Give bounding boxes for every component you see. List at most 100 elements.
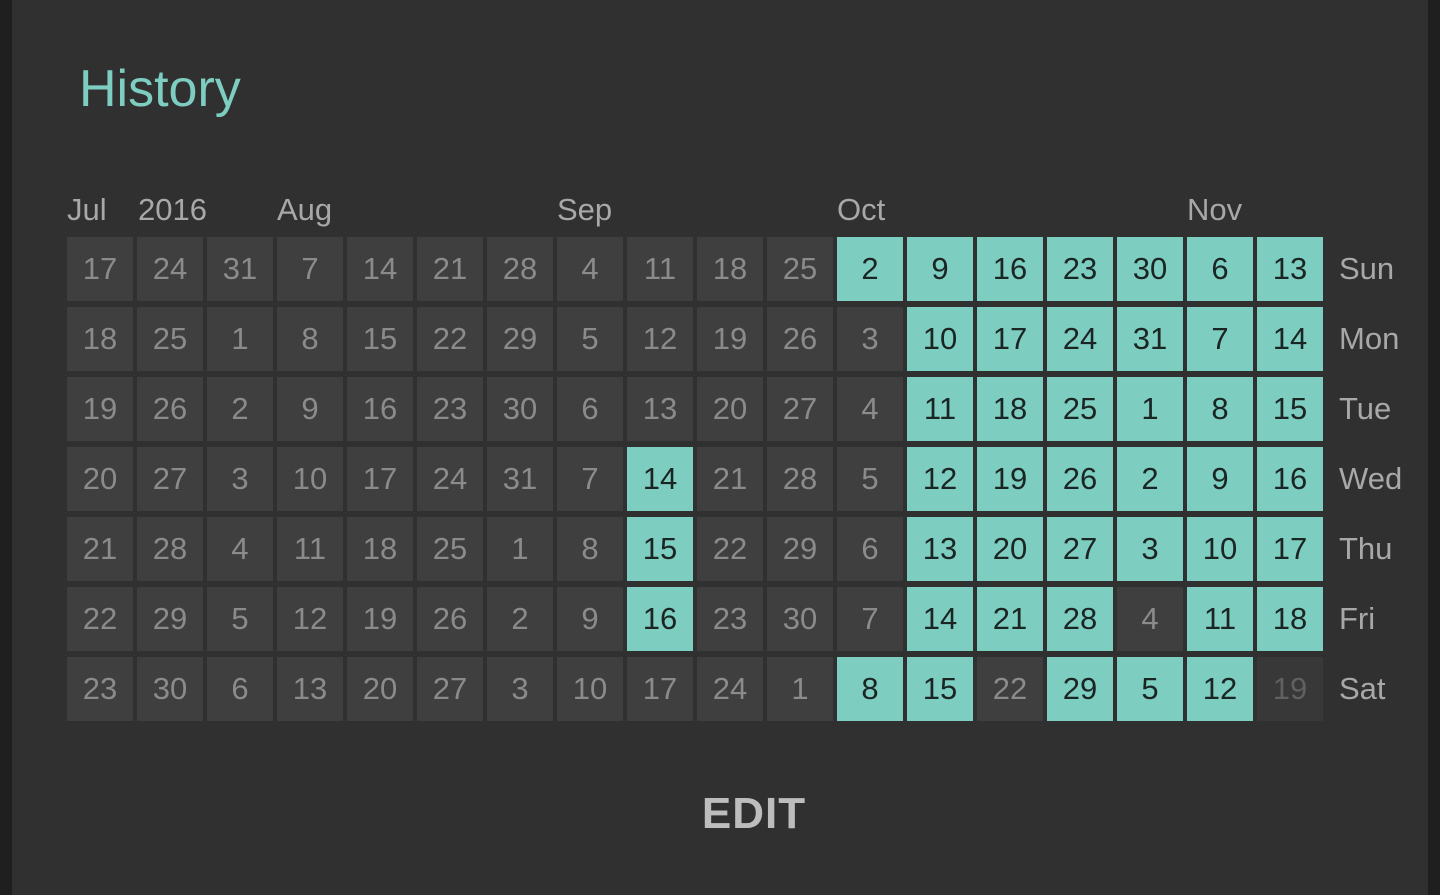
day-cell[interactable]: 18 — [347, 517, 413, 581]
day-cell[interactable]: 10 — [557, 657, 623, 721]
day-cell[interactable]: 14 — [347, 237, 413, 301]
day-cell[interactable]: 18 — [977, 377, 1043, 441]
day-cell[interactable]: 19 — [697, 307, 763, 371]
day-cell[interactable]: 8 — [1187, 377, 1253, 441]
day-cell[interactable]: 27 — [417, 657, 483, 721]
day-cell[interactable]: 17 — [1257, 517, 1323, 581]
day-cell[interactable]: 5 — [207, 587, 273, 651]
day-cell[interactable]: 27 — [1047, 517, 1113, 581]
day-cell[interactable]: 26 — [767, 307, 833, 371]
day-cell[interactable]: 30 — [767, 587, 833, 651]
day-cell[interactable]: 11 — [1187, 587, 1253, 651]
day-cell[interactable]: 24 — [417, 447, 483, 511]
day-cell[interactable]: 25 — [137, 307, 203, 371]
day-cell[interactable]: 15 — [1257, 377, 1323, 441]
day-cell[interactable]: 10 — [1187, 517, 1253, 581]
day-cell[interactable]: 23 — [1047, 237, 1113, 301]
day-cell[interactable]: 10 — [277, 447, 343, 511]
day-cell[interactable]: 13 — [1257, 237, 1323, 301]
day-cell[interactable]: 16 — [347, 377, 413, 441]
day-cell[interactable]: 11 — [277, 517, 343, 581]
day-cell[interactable]: 12 — [907, 447, 973, 511]
day-cell[interactable]: 5 — [557, 307, 623, 371]
day-cell[interactable]: 3 — [207, 447, 273, 511]
day-cell[interactable]: 13 — [277, 657, 343, 721]
day-cell[interactable]: 3 — [837, 307, 903, 371]
day-cell[interactable]: 2 — [837, 237, 903, 301]
day-cell[interactable]: 28 — [1047, 587, 1113, 651]
day-cell[interactable]: 20 — [697, 377, 763, 441]
day-cell[interactable]: 17 — [977, 307, 1043, 371]
day-cell[interactable]: 20 — [67, 447, 133, 511]
day-cell[interactable]: 26 — [137, 377, 203, 441]
day-cell[interactable]: 20 — [347, 657, 413, 721]
day-cell[interactable]: 28 — [137, 517, 203, 581]
day-cell[interactable]: 15 — [627, 517, 693, 581]
day-cell[interactable]: 23 — [67, 657, 133, 721]
day-cell[interactable]: 7 — [837, 587, 903, 651]
day-cell[interactable]: 4 — [1117, 587, 1183, 651]
day-cell[interactable]: 30 — [487, 377, 553, 441]
day-cell[interactable]: 6 — [557, 377, 623, 441]
day-cell[interactable]: 1 — [767, 657, 833, 721]
day-cell[interactable]: 30 — [137, 657, 203, 721]
day-cell[interactable]: 4 — [557, 237, 623, 301]
day-cell[interactable]: 2 — [487, 587, 553, 651]
day-cell[interactable]: 22 — [977, 657, 1043, 721]
day-cell[interactable]: 2 — [207, 377, 273, 441]
day-cell[interactable]: 28 — [487, 237, 553, 301]
day-cell[interactable]: 3 — [1117, 517, 1183, 581]
day-cell[interactable]: 9 — [557, 587, 623, 651]
day-cell[interactable]: 31 — [487, 447, 553, 511]
day-cell[interactable]: 11 — [907, 377, 973, 441]
day-cell[interactable]: 23 — [697, 587, 763, 651]
day-cell[interactable]: 9 — [907, 237, 973, 301]
day-cell[interactable]: 25 — [767, 237, 833, 301]
day-cell[interactable]: 12 — [627, 307, 693, 371]
day-cell[interactable]: 6 — [837, 517, 903, 581]
day-cell[interactable]: 6 — [1187, 237, 1253, 301]
day-cell[interactable]: 12 — [277, 587, 343, 651]
day-cell[interactable]: 15 — [907, 657, 973, 721]
day-cell[interactable]: 15 — [347, 307, 413, 371]
day-cell[interactable]: 31 — [207, 237, 273, 301]
day-cell[interactable]: 5 — [1117, 657, 1183, 721]
day-cell[interactable]: 28 — [767, 447, 833, 511]
day-cell[interactable]: 22 — [697, 517, 763, 581]
day-cell[interactable]: 21 — [697, 447, 763, 511]
day-cell[interactable]: 8 — [557, 517, 623, 581]
edit-button[interactable]: EDIT — [652, 782, 856, 846]
day-cell[interactable]: 25 — [417, 517, 483, 581]
day-cell[interactable]: 16 — [977, 237, 1043, 301]
day-cell[interactable]: 2 — [1117, 447, 1183, 511]
day-cell[interactable]: 1 — [207, 307, 273, 371]
day-cell[interactable]: 27 — [767, 377, 833, 441]
day-cell[interactable]: 8 — [277, 307, 343, 371]
day-cell[interactable]: 19 — [67, 377, 133, 441]
day-cell[interactable]: 24 — [137, 237, 203, 301]
day-cell[interactable]: 18 — [67, 307, 133, 371]
day-cell[interactable]: 21 — [67, 517, 133, 581]
day-cell[interactable]: 29 — [137, 587, 203, 651]
day-cell[interactable]: 16 — [1257, 447, 1323, 511]
day-cell[interactable]: 7 — [557, 447, 623, 511]
day-cell[interactable]: 17 — [627, 657, 693, 721]
day-cell[interactable]: 22 — [67, 587, 133, 651]
day-cell[interactable]: 26 — [1047, 447, 1113, 511]
day-cell[interactable]: 20 — [977, 517, 1043, 581]
day-cell[interactable]: 6 — [207, 657, 273, 721]
day-cell[interactable]: 18 — [1257, 587, 1323, 651]
day-cell[interactable]: 3 — [487, 657, 553, 721]
day-cell[interactable]: 16 — [627, 587, 693, 651]
day-cell[interactable]: 30 — [1117, 237, 1183, 301]
day-cell[interactable]: 29 — [767, 517, 833, 581]
day-cell[interactable]: 21 — [977, 587, 1043, 651]
day-cell[interactable]: 24 — [697, 657, 763, 721]
day-cell[interactable]: 25 — [1047, 377, 1113, 441]
day-cell[interactable]: 21 — [417, 237, 483, 301]
day-cell[interactable]: 14 — [907, 587, 973, 651]
day-cell[interactable]: 12 — [1187, 657, 1253, 721]
day-cell[interactable]: 17 — [67, 237, 133, 301]
day-cell[interactable]: 29 — [487, 307, 553, 371]
day-cell[interactable]: 19 — [977, 447, 1043, 511]
